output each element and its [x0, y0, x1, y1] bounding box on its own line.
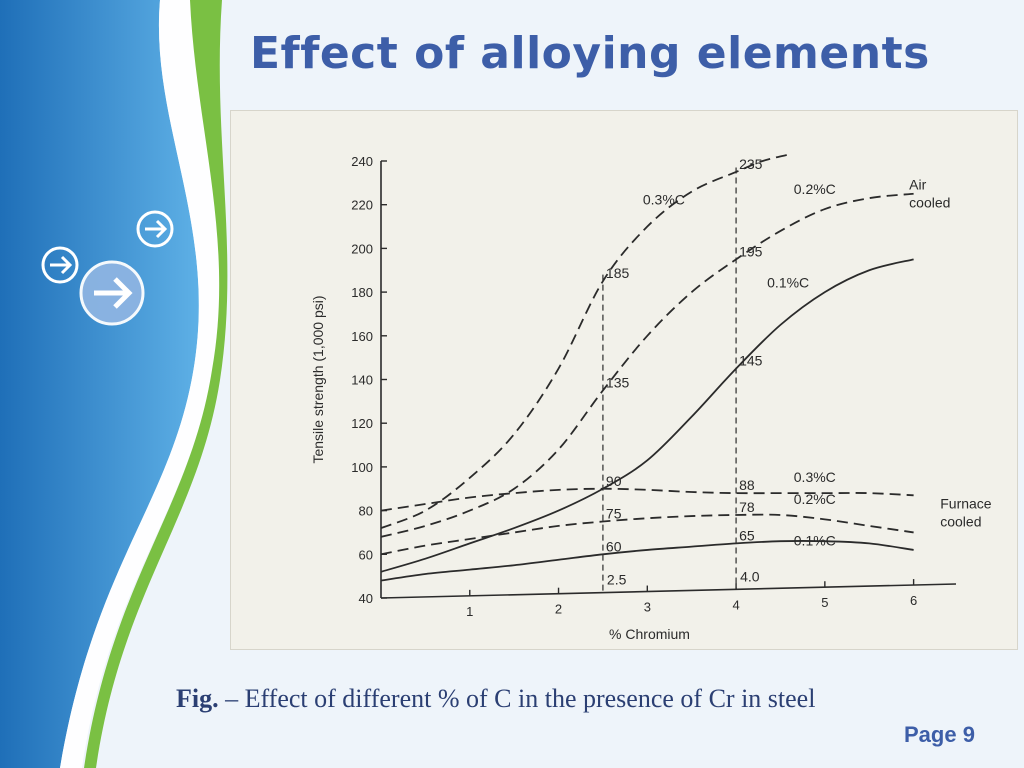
series-label: 0.1%C: [794, 533, 836, 549]
value-annotation: 75: [606, 506, 622, 522]
x-tick-label: 5: [821, 595, 828, 610]
x-tick-label: 2: [555, 602, 562, 617]
value-annotation: 88: [739, 477, 755, 493]
caption-prefix: Fig.: [176, 684, 219, 713]
y-tick-label: 140: [351, 373, 373, 388]
series-line-air-1: [380, 192, 914, 538]
y-tick-label: 100: [351, 460, 373, 475]
arrow-right-circle-icon: [79, 260, 145, 326]
group-label-air-cooled: Air: [909, 176, 926, 192]
value-annotation: 135: [606, 374, 630, 390]
arrow-right-circle-icon: [136, 210, 174, 248]
x-tick-label: 3: [644, 600, 651, 615]
reference-line-label: 2.5: [607, 572, 627, 588]
value-annotation: 235: [739, 156, 763, 172]
value-annotation: 65: [739, 527, 755, 543]
page-number: Page 9: [904, 722, 975, 747]
chart-series: [380, 153, 914, 582]
group-label-furnace-cooled: cooled: [940, 513, 981, 529]
group-label-furnace-cooled: Furnace: [940, 495, 992, 511]
series-line-furnace-4: [380, 513, 914, 556]
arrow-right-circle-icon: [41, 246, 79, 284]
y-tick-label: 80: [359, 504, 373, 519]
series-label: 0.2%C: [794, 491, 836, 507]
series-line-air-0: [380, 153, 790, 529]
chart-axes: 40 60 80 100 120 140 160 180 200 220 240 1 2 3 4 5 6 % Ch…: [310, 154, 957, 642]
value-annotation: 78: [739, 499, 755, 515]
series-label: 0.1%C: [767, 275, 809, 291]
left-decoration: [0, 0, 228, 768]
series-line-furnace-3: [380, 487, 914, 512]
x-tick-label: 4: [732, 597, 739, 612]
value-annotation: 90: [606, 473, 622, 489]
figure-panel: 40 60 80 100 120 140 160 180 200 220 240 1 2 3 4 5 6 % Ch…: [230, 110, 1018, 650]
chart: 40 60 80 100 120 140 160 180 200 220 240 1 2 3 4 5 6 % Ch…: [310, 153, 992, 642]
y-tick-label: 120: [351, 416, 373, 431]
group-label-air-cooled: cooled: [909, 194, 950, 210]
y-tick-label: 240: [351, 154, 373, 169]
series-line-air-2: [380, 258, 914, 573]
y-tick-label: 60: [359, 547, 373, 562]
chart-labels: 185 135 90 75 60 235 195 145 88 78 65 0.3%C 0.2%C 0.1…: [606, 156, 992, 554]
y-tick-label: 180: [351, 285, 373, 300]
value-annotation: 60: [606, 538, 622, 554]
x-axis-label: % Chromium: [609, 626, 690, 642]
series-label: 0.3%C: [643, 192, 685, 208]
reference-line-label: 4.0: [740, 568, 760, 584]
value-annotation: 185: [606, 265, 630, 281]
figure-caption: Fig. – Effect of different % of C in the…: [176, 684, 815, 714]
caption-text: – Effect of different % of C in the pres…: [218, 684, 816, 713]
series-line-furnace-5: [380, 540, 914, 582]
y-tick-label: 220: [351, 198, 373, 213]
value-annotation: 195: [739, 243, 763, 259]
value-annotation: 145: [739, 353, 763, 369]
series-label: 0.3%C: [794, 469, 836, 485]
x-tick-label: 1: [466, 604, 473, 619]
series-label: 0.2%C: [794, 181, 836, 197]
y-tick-label: 200: [351, 241, 373, 256]
y-axis-label: Tensile strength (1,000 psi): [310, 295, 326, 463]
y-tick-label: 160: [351, 329, 373, 344]
slide-title: Effect of alloying elements: [250, 28, 930, 79]
reference-lines: 2.5 4.0: [602, 167, 760, 593]
x-axis-line: [380, 583, 957, 599]
y-tick-label: 40: [359, 591, 373, 606]
x-tick-label: 6: [910, 593, 917, 608]
